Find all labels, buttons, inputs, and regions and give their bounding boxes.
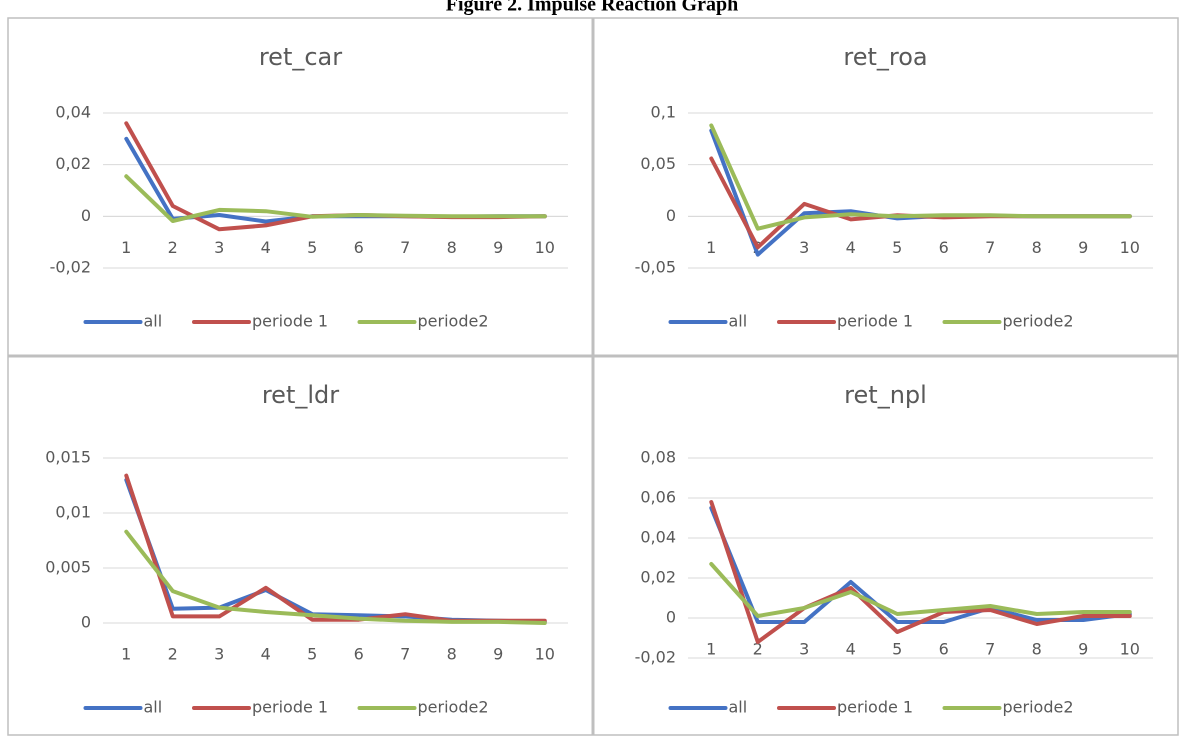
y-tick-label: 0 xyxy=(666,608,676,627)
x-tick-label: 6 xyxy=(939,238,949,257)
legend-label: periode 1 xyxy=(252,698,328,717)
x-tick-label: 6 xyxy=(939,640,949,659)
y-tick-label: 0,005 xyxy=(45,558,91,577)
x-tick-label: 2 xyxy=(168,645,178,664)
series-line xyxy=(709,562,1132,618)
y-tick-label: -0,02 xyxy=(635,648,676,667)
x-tick-label: 8 xyxy=(1032,640,1042,659)
legend-label: periode2 xyxy=(418,312,489,331)
x-tick-label: 3 xyxy=(214,645,224,664)
x-tick-label: 1 xyxy=(706,640,716,659)
y-tick-label: 0,08 xyxy=(640,448,676,467)
series-line xyxy=(124,529,547,625)
x-tick-label: 4 xyxy=(261,645,271,664)
legend-label: all xyxy=(144,312,163,331)
x-tick-label: 6 xyxy=(354,238,364,257)
x-tick-label: 5 xyxy=(307,645,317,664)
x-tick-label: 10 xyxy=(1120,640,1140,659)
y-tick-label: 0,05 xyxy=(640,154,676,173)
x-tick-label: 4 xyxy=(846,640,856,659)
y-tick-label: 0,015 xyxy=(45,448,91,467)
x-tick-label: 8 xyxy=(1032,238,1042,257)
x-tick-label: 5 xyxy=(892,238,902,257)
chart-title: ret_ldr xyxy=(262,381,339,409)
x-tick-label: 7 xyxy=(400,645,410,664)
x-tick-label: 9 xyxy=(493,238,503,257)
legend-label: periode 1 xyxy=(252,312,328,331)
legend-label: periode2 xyxy=(1003,698,1074,717)
legend-label: periode 1 xyxy=(837,698,913,717)
x-tick-label: 9 xyxy=(493,645,503,664)
x-tick-label: 10 xyxy=(1120,238,1140,257)
x-tick-label: 3 xyxy=(799,238,809,257)
x-tick-label: 6 xyxy=(354,645,364,664)
y-tick-label: 0,04 xyxy=(55,103,91,122)
legend-label: periode 1 xyxy=(837,312,913,331)
y-tick-label: 0,06 xyxy=(640,488,676,507)
y-tick-label: -0,02 xyxy=(50,258,91,277)
x-tick-label: 10 xyxy=(535,238,555,257)
series-line xyxy=(124,473,547,623)
x-tick-label: 9 xyxy=(1078,640,1088,659)
figure-title: Figure 2. Impulse Reaction Graph xyxy=(446,0,738,16)
x-tick-label: 2 xyxy=(168,238,178,257)
x-tick-label: 1 xyxy=(121,238,131,257)
x-tick-label: 8 xyxy=(447,645,457,664)
legend-label: all xyxy=(729,698,748,717)
chart-title: ret_roa xyxy=(843,43,927,71)
series-line xyxy=(709,123,1132,231)
series-line xyxy=(709,506,1132,624)
x-tick-label: 5 xyxy=(307,238,317,257)
x-tick-label: 4 xyxy=(261,238,271,257)
y-tick-label: 0,1 xyxy=(651,103,676,122)
series-line xyxy=(709,156,1132,250)
x-tick-label: 10 xyxy=(535,645,555,664)
y-tick-label: 0 xyxy=(666,206,676,225)
x-tick-label: 1 xyxy=(121,645,131,664)
legend-label: periode2 xyxy=(1003,312,1074,331)
legend-label: periode2 xyxy=(418,698,489,717)
y-tick-label: -0,05 xyxy=(635,258,676,277)
x-tick-label: 7 xyxy=(400,238,410,257)
series-line xyxy=(124,174,547,223)
x-tick-label: 4 xyxy=(846,238,856,257)
y-tick-label: 0,02 xyxy=(640,568,676,587)
series-line xyxy=(709,500,1132,644)
chart-title: ret_npl xyxy=(844,381,927,409)
legend-label: all xyxy=(729,312,748,331)
y-tick-label: 0,01 xyxy=(55,503,91,522)
x-tick-label: 3 xyxy=(799,640,809,659)
x-tick-label: 5 xyxy=(892,640,902,659)
x-tick-label: 9 xyxy=(1078,238,1088,257)
chart-title: ret_car xyxy=(259,43,342,71)
x-tick-label: 1 xyxy=(706,238,716,257)
x-tick-label: 7 xyxy=(985,238,995,257)
series-line xyxy=(124,121,547,232)
x-tick-label: 7 xyxy=(985,640,995,659)
series-line xyxy=(124,136,547,224)
x-tick-label: 8 xyxy=(447,238,457,257)
x-tick-label: 2 xyxy=(753,640,763,659)
y-tick-label: 0,04 xyxy=(640,528,676,547)
series-line xyxy=(124,478,547,624)
x-tick-label: 3 xyxy=(214,238,224,257)
series-line xyxy=(709,128,1132,257)
legend-label: all xyxy=(144,698,163,717)
y-tick-label: 0,02 xyxy=(55,154,91,173)
y-tick-label: 0 xyxy=(81,206,91,225)
y-tick-label: 0 xyxy=(81,613,91,632)
